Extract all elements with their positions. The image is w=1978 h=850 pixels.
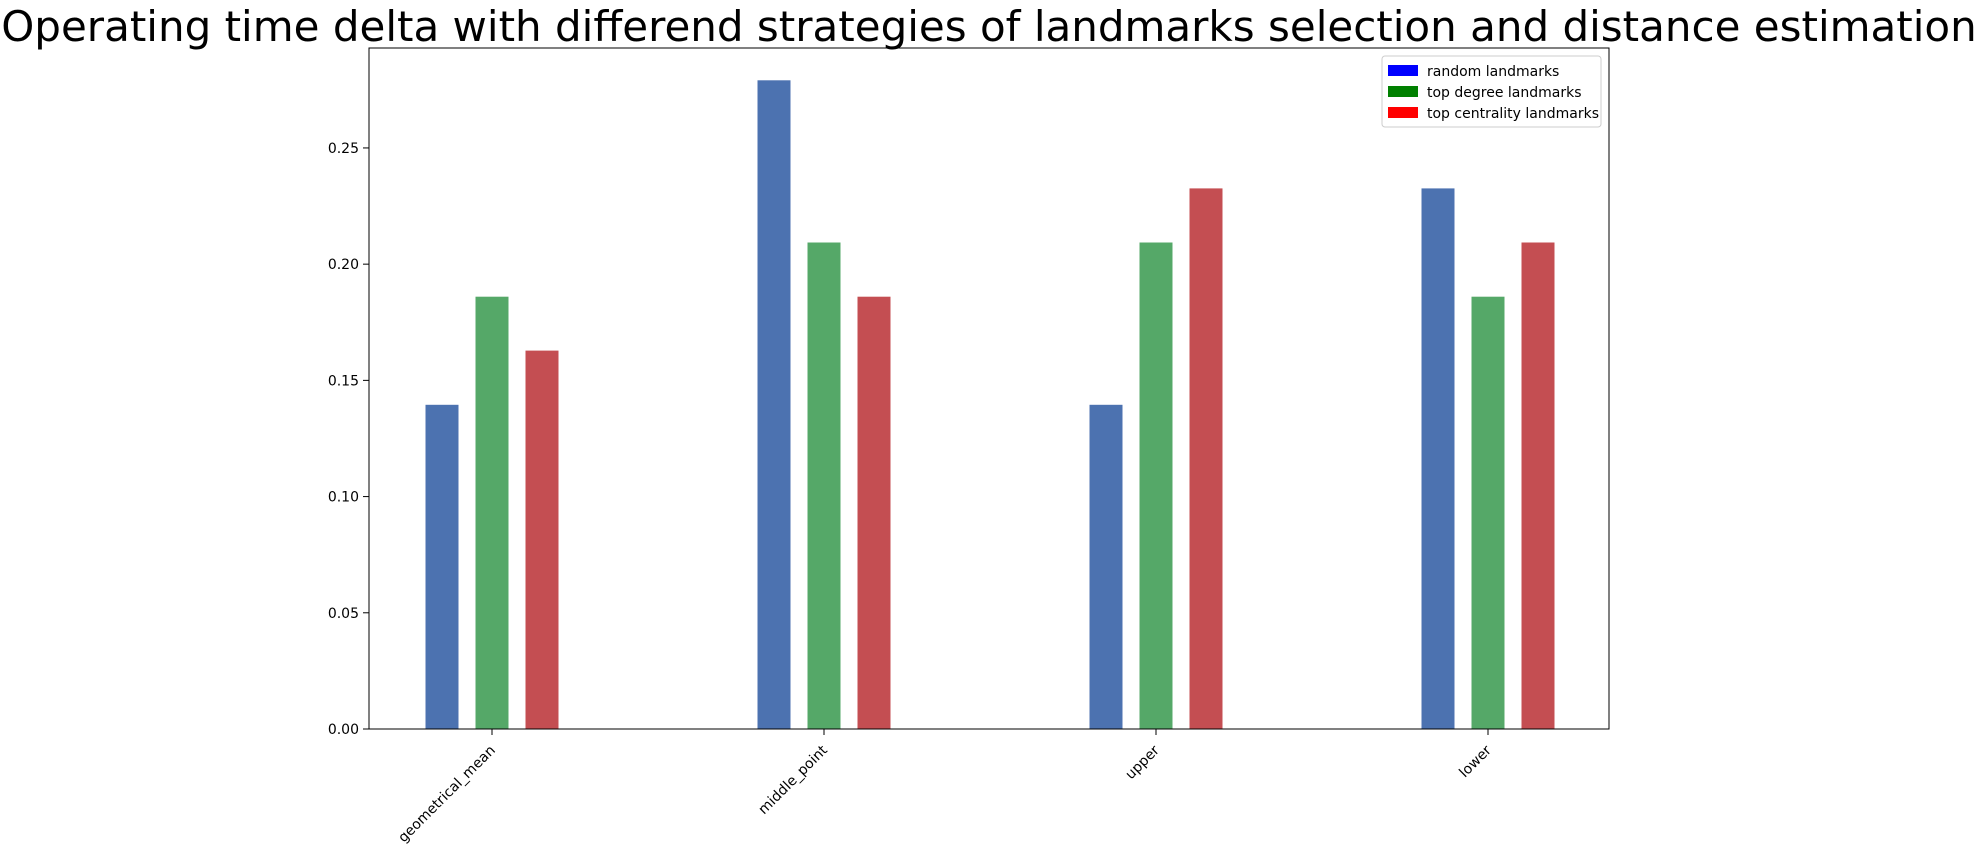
y-tick-label: 0.15 [328, 373, 359, 389]
x-tick-label: middle_point [756, 742, 832, 818]
bar-middle_point-top-degree-landmarks [807, 242, 841, 729]
x-tick-label: geometrical_mean [395, 743, 498, 846]
legend-swatch [1388, 107, 1418, 118]
y-tick-label: 0.05 [328, 606, 359, 622]
legend-label: top centrality landmarks [1427, 106, 1599, 122]
bar-geometrical_mean-top-centrality-landmarks [525, 350, 559, 729]
bar-upper-random-landmarks [1089, 404, 1123, 729]
legend-label: top degree landmarks [1427, 85, 1582, 101]
bar-lower-top-centrality-landmarks [1521, 242, 1555, 729]
chart-title: Operating time delta with differend stra… [1, 2, 1977, 51]
bar-upper-top-degree-landmarks [1139, 242, 1173, 729]
bars-layer [425, 80, 1555, 730]
bar-lower-random-landmarks [1421, 188, 1455, 729]
legend-swatch [1388, 65, 1418, 76]
legend-box [1381, 55, 1602, 128]
bar-geometrical_mean-top-degree-landmarks [475, 296, 509, 729]
y-tick-label: 0.10 [328, 490, 359, 506]
y-tick-label: 0.25 [328, 141, 359, 157]
bar-geometrical_mean-random-landmarks [425, 404, 459, 729]
y-tick-label: 0.00 [328, 722, 359, 738]
y-tick-label: 0.20 [328, 257, 359, 273]
x-axis: geometrical_mean middle_point upper lower [395, 729, 1495, 846]
legend-swatch [1388, 86, 1418, 97]
y-axis: 0.00 0.05 0.10 0.15 0.20 0.25 [328, 141, 369, 738]
legend: random landmarks top degree landmarks top … [1381, 55, 1602, 128]
bar-middle_point-random-landmarks [757, 80, 791, 730]
legend-label: random landmarks [1427, 64, 1559, 80]
bar-lower-top-degree-landmarks [1471, 296, 1505, 729]
bar-middle_point-top-centrality-landmarks [857, 296, 891, 729]
x-tick-label: lower [1456, 742, 1495, 781]
x-tick-label: upper [1123, 742, 1163, 782]
bar-upper-top-centrality-landmarks [1189, 188, 1223, 729]
plot-frame [368, 47, 1610, 730]
